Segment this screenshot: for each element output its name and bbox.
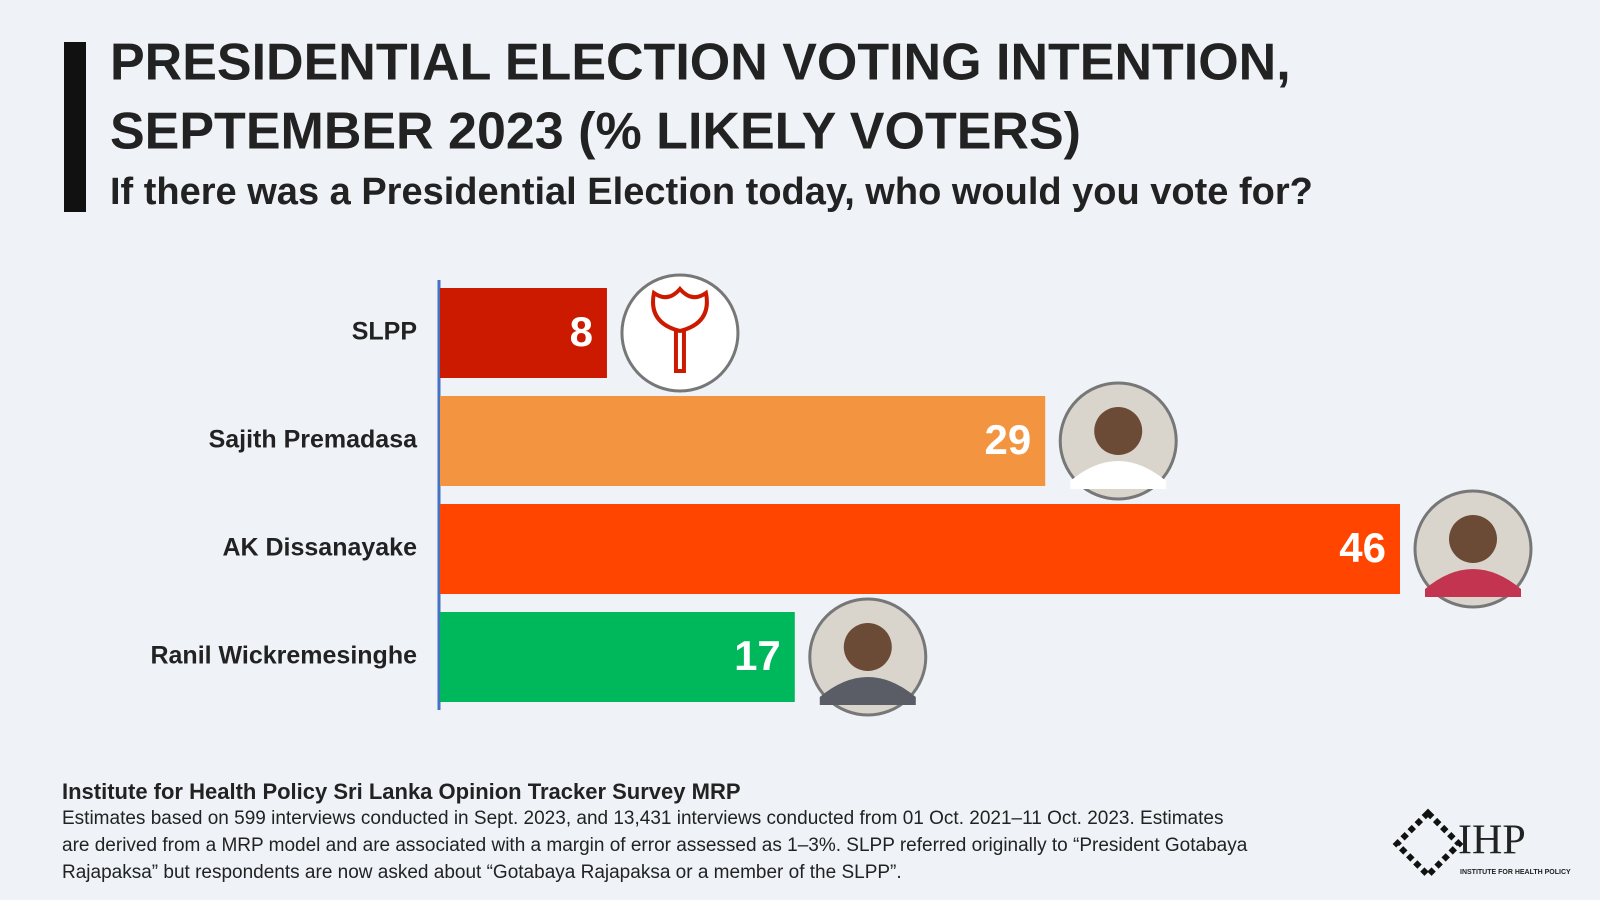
chart-title: PRESIDENTIAL ELECTION VOTING INTENTION, [110, 34, 1291, 92]
value-label: 46 [1339, 524, 1386, 571]
footer-note: are derived from a MRP model and are ass… [62, 835, 1248, 856]
portrait-head [843, 623, 892, 671]
party-symbol [651, 285, 709, 373]
logo-mark [1392, 808, 1464, 880]
footer-note: Estimates based on 599 interviews conduc… [62, 808, 1223, 829]
value-label: 17 [734, 632, 781, 679]
portrait-head [1449, 515, 1497, 563]
bar [440, 612, 795, 702]
portrait-body [819, 677, 916, 705]
footer-note: Rajapaksa” but respondents are now asked… [62, 862, 902, 883]
category-label: AK Dissanayake [222, 534, 417, 562]
chart-title: SEPTEMBER 2023 (% LIKELY VOTERS) [110, 103, 1081, 161]
portrait-body [1070, 461, 1167, 489]
category-label: Ranil Wickremesinghe [150, 642, 417, 670]
category-label: Sajith Premadasa [209, 426, 419, 454]
category-label: SLPP [352, 318, 417, 346]
chart-subtitle: If there was a Presidential Election tod… [110, 171, 1313, 213]
bar [440, 396, 1046, 486]
footer-source: Institute for Health Policy Sri Lanka Op… [62, 779, 741, 804]
portrait-body [1425, 569, 1521, 597]
title-accent [64, 42, 86, 212]
value-label: 8 [570, 308, 593, 355]
logo-text: IHP [1458, 818, 1526, 864]
logo-caption: INSTITUTE FOR HEALTH POLICY [1460, 869, 1571, 876]
bar [440, 504, 1400, 594]
logo: IHP INSTITUTE FOR HEALTH POLICY [1392, 808, 1571, 880]
value-label: 29 [984, 416, 1031, 463]
bar [440, 288, 607, 378]
portrait-head [1094, 407, 1143, 455]
